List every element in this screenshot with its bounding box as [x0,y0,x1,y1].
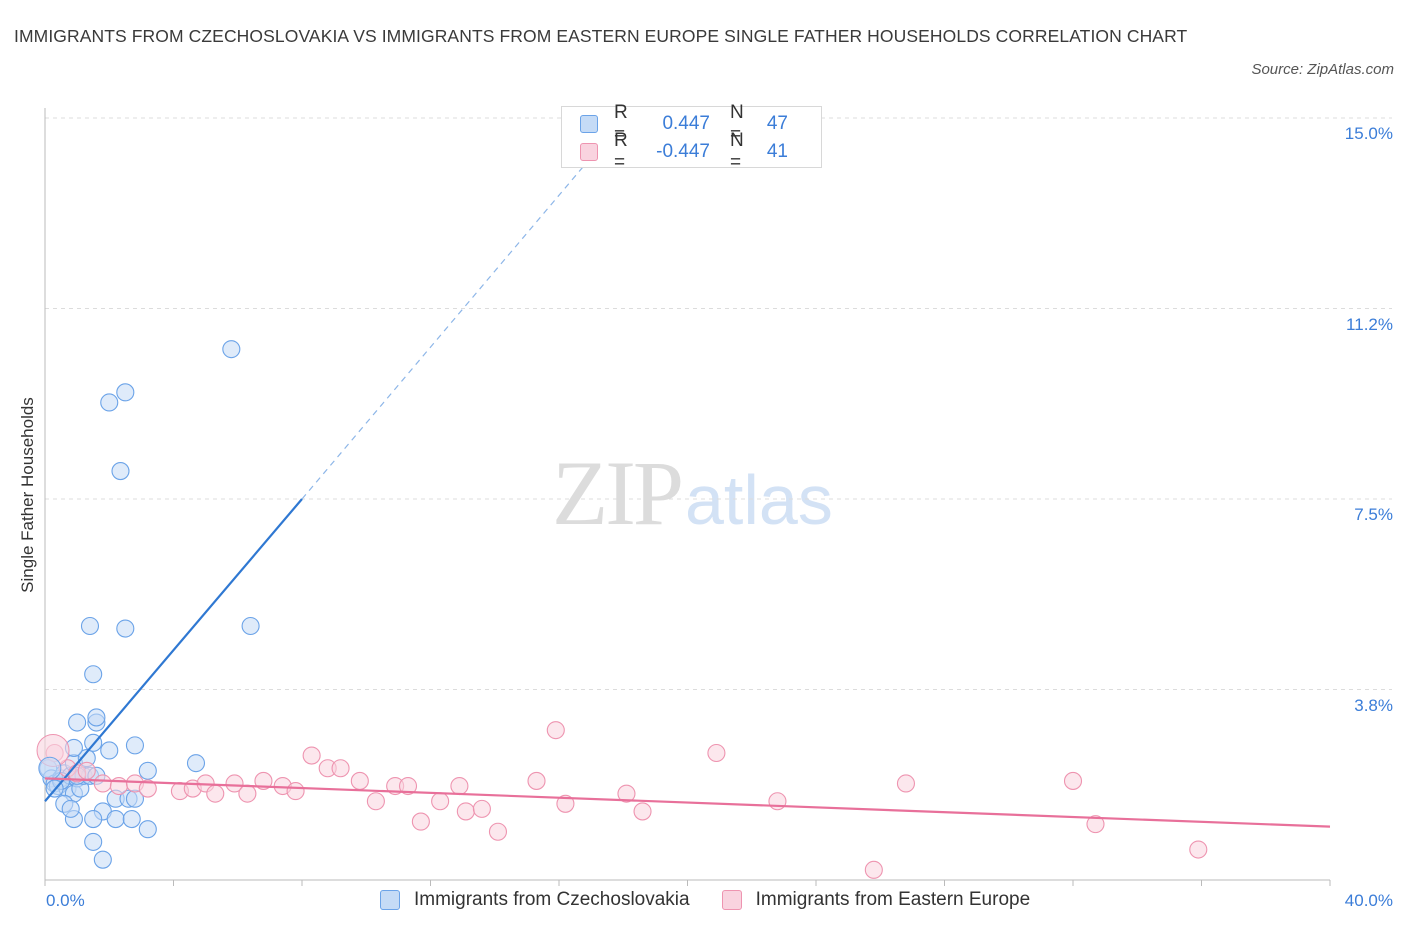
point-eastern-europe [456,802,475,821]
point-eastern-europe [254,771,273,790]
legend-swatch-czechoslovakia [580,115,598,133]
point-eastern-europe [302,746,321,765]
point-eastern-europe [707,743,726,763]
legend-r-value: -0.447 [656,141,710,162]
point-eastern-europe [366,792,385,811]
point-czechoslovakia [84,665,103,684]
point-czechoslovakia [68,713,87,732]
trend-layer [44,137,1331,828]
trend-line-czechoslovakia [44,498,303,802]
chart-title: IMMIGRANTS FROM CZECHOSLOVAKIA VS IMMIGR… [14,26,1188,46]
legend-n-value: 47 [766,113,788,134]
y-tick-label: 3.8% [1354,695,1393,715]
point-czechoslovakia [111,462,130,481]
point-eastern-europe [1063,771,1083,790]
x-tick-label: 0.0% [46,891,85,910]
x-tick-label: 40.0% [1344,891,1393,910]
point-czechoslovakia [100,393,119,412]
point-eastern-europe [206,784,225,803]
point-eastern-europe [864,860,883,879]
point-eastern-europe [472,799,491,818]
legend-row-eastern-europe: R = -0.447 N = 41 [580,130,788,173]
chart-source: Source: ZipAtlas.com [1251,61,1394,78]
point-eastern-europe [527,771,546,790]
point-czechoslovakia [100,741,119,760]
point-eastern-europe [546,721,565,740]
point-czechoslovakia-cluster [38,756,62,780]
y-tick-label: 11.2% [1346,314,1393,334]
point-czechoslovakia [241,616,260,636]
point-eastern-europe [286,782,305,801]
legend-n-value: 41 [766,141,788,162]
trend-line-eastern-europe [44,777,1331,828]
point-eastern-europe [1086,815,1105,834]
legend-n-label: N = [730,102,744,145]
watermark-atlas: atlas [685,461,833,539]
point-eastern-europe [556,794,575,813]
point-eastern-europe [633,802,652,821]
series-legend: Immigrants from Czechoslovakia Immigrant… [380,889,1062,911]
axis-layer [44,108,1331,886]
y-tick-label: 7.5% [1354,505,1393,524]
legend-swatch-eastern-europe [721,890,742,910]
point-eastern-europe [431,792,450,811]
point-czechoslovakia [93,850,112,869]
point-eastern-europe [138,779,157,798]
point-czechoslovakia [138,761,157,780]
point-czechoslovakia [116,619,135,638]
point-eastern-europe [1189,840,1208,859]
point-czechoslovakia [87,708,106,727]
point-eastern-europe [450,776,469,796]
point-eastern-europe [331,759,350,778]
point-eastern-europe [350,771,369,790]
stats-legend: R = 0.447 N = 47 R = -0.447 N = 41 [561,102,822,173]
grid-layer [45,117,1392,690]
point-eastern-europe [398,776,418,796]
legend-r-label: R = [614,102,628,145]
legend-swatch-eastern-europe [580,143,598,161]
legend-row-czechoslovakia: R = 0.447 N = 47 [580,102,788,145]
point-czechoslovakia [84,832,103,851]
legend-r-value: 0.447 [662,113,710,134]
trend-extension-czechoslovakia [301,137,608,500]
point-eastern-europe [617,784,636,803]
point-eastern-europe [225,774,244,793]
legend-label-eastern-europe: Immigrants from Eastern Europe [755,889,1031,910]
point-eastern-europe [411,812,430,831]
y-tick-label: 15.0% [1344,124,1393,143]
watermark-zip: ZIP [552,442,684,544]
legend-swatch-czechoslovakia [380,890,400,910]
legend-item-eastern-europe[interactable]: Immigrants from Eastern Europe [721,889,1031,911]
legend-r-label: R = [614,130,628,173]
point-eastern-europe [238,784,257,803]
legend-label-czechoslovakia: Immigrants from Czechoslovakia [414,889,690,910]
point-czechoslovakia [116,383,135,402]
point-czechoslovakia [186,754,206,773]
point-czechoslovakia [222,340,241,359]
point-eastern-europe [93,774,112,793]
point-czechoslovakia [138,820,157,839]
point-eastern-europe [77,761,96,780]
legend-n-label: N = [730,130,744,173]
point-czechoslovakia [106,809,125,829]
point-czechoslovakia [84,809,103,829]
watermark: ZIPatlas [552,440,833,546]
point-eastern-europe [488,822,508,841]
point-czechoslovakia [80,616,100,636]
point-czechoslovakia [125,736,144,755]
points-layer [36,340,1208,879]
point-czechoslovakia [61,799,80,818]
point-czechoslovakia [122,809,141,829]
point-eastern-europe [896,774,916,793]
legend-item-czechoslovakia[interactable]: Immigrants from Czechoslovakia [380,889,690,911]
